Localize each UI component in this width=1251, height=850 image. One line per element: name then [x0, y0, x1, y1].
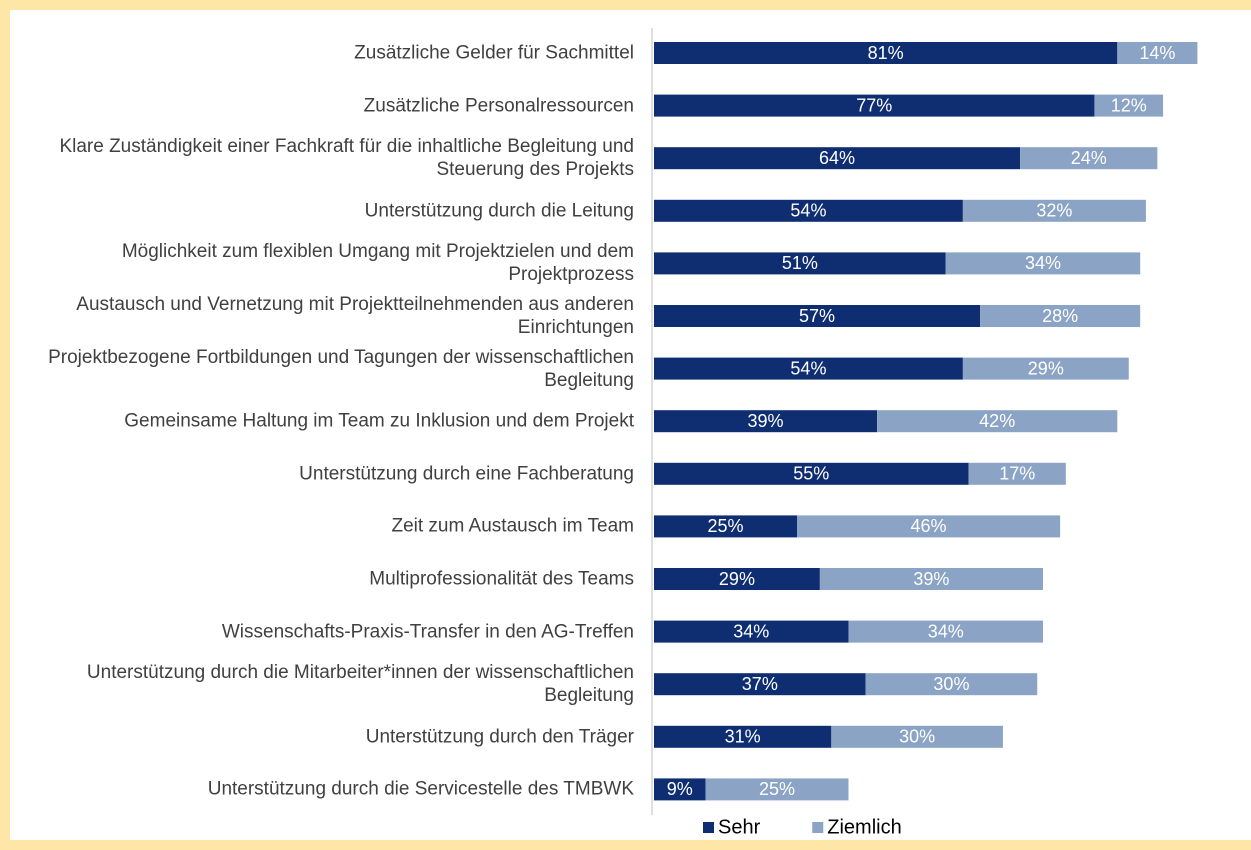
- category-label: Austausch und Vernetzung mit Projektteil…: [76, 294, 634, 338]
- bar-segment: [945, 252, 1141, 275]
- bar-segment: [831, 725, 1003, 748]
- value-label: 54%: [790, 201, 826, 221]
- bar-segment: [1117, 42, 1198, 64]
- value-label: 51%: [782, 253, 818, 273]
- bar-segment: [654, 357, 963, 380]
- bar-segment: [654, 620, 849, 643]
- bar-segment: [654, 568, 820, 590]
- value-label: 77%: [856, 95, 892, 115]
- category-label: Unterstützung durch die Leitung: [364, 200, 634, 222]
- category-label: Zusätzliche Personalressourcen: [363, 95, 634, 117]
- bar-segment: [654, 725, 832, 748]
- value-label: 81%: [868, 43, 904, 63]
- legend-label: Ziemlich: [827, 816, 901, 838]
- category-label: Unterstützung durch die Servicestelle de…: [207, 778, 634, 800]
- bar-segment: [654, 199, 963, 222]
- bar-segment: [654, 778, 706, 801]
- bar-segment: [797, 515, 1061, 538]
- bar-segment: [962, 199, 1146, 222]
- value-label: 55%: [793, 464, 829, 484]
- value-label: 24%: [1071, 148, 1107, 168]
- value-label: 29%: [719, 569, 755, 589]
- bar-segment: [865, 673, 1038, 696]
- bar-segment: [705, 778, 849, 801]
- bar-segment: [654, 94, 1095, 117]
- category-label: Projektbezogene Fortbildungen und Tagung…: [48, 346, 634, 391]
- value-label: 34%: [1025, 253, 1061, 273]
- bar-segment: [654, 252, 946, 275]
- bar-segment: [962, 357, 1129, 380]
- value-label: 14%: [1139, 43, 1175, 63]
- legend-swatch: [812, 822, 824, 833]
- value-label: 30%: [933, 674, 969, 694]
- category-label: Zeit zum Austausch im Team: [391, 515, 634, 537]
- value-label: 29%: [1028, 358, 1064, 378]
- category-label: Multiprofessionalität des Teams: [369, 568, 634, 590]
- value-label: 17%: [999, 464, 1035, 484]
- bar-segment: [1020, 147, 1158, 170]
- value-label: 54%: [790, 358, 826, 378]
- value-label: 37%: [742, 674, 778, 694]
- value-label: 57%: [799, 306, 835, 326]
- value-label: 39%: [748, 411, 784, 431]
- value-label: 34%: [928, 621, 964, 641]
- bar-segment: [654, 147, 1021, 170]
- value-label: 25%: [759, 779, 795, 799]
- value-label: 28%: [1042, 306, 1078, 326]
- value-label: 9%: [667, 779, 693, 799]
- category-label: Unterstützung durch die Mitarbeiter*inne…: [86, 662, 634, 707]
- bar-segment: [1094, 94, 1164, 117]
- value-label: 64%: [819, 148, 855, 168]
- legend-label: Sehr: [718, 816, 761, 838]
- category-label: Wissenschafts-Praxis-Transfer in den AG-…: [221, 621, 634, 643]
- legend-swatch: [703, 822, 714, 833]
- bar-segment: [654, 305, 981, 327]
- value-label: 12%: [1111, 95, 1147, 115]
- value-label: 25%: [707, 516, 743, 536]
- bar-segment: [654, 42, 1118, 64]
- bar-segment: [654, 410, 878, 433]
- category-label: Möglichkeit zum flexiblen Umgang mit Pro…: [121, 241, 634, 286]
- value-label: 31%: [725, 727, 761, 747]
- category-label: Klare Zuständigkeit einer Fachkraft für …: [59, 136, 634, 181]
- value-label: 42%: [979, 411, 1015, 431]
- value-label: 34%: [733, 621, 769, 641]
- bar-segment: [848, 620, 1043, 643]
- bar-segment: [654, 462, 969, 485]
- bar-segment: [654, 515, 797, 538]
- category-label: Unterstützung durch eine Fachberatung: [299, 463, 634, 485]
- category-label: Zusätzliche Gelder für Sachmittel: [354, 42, 634, 64]
- bar-segment: [980, 305, 1141, 327]
- value-label: 30%: [899, 727, 935, 747]
- value-label: 39%: [913, 569, 949, 589]
- bar-segment: [654, 673, 866, 696]
- value-label: 46%: [911, 516, 947, 536]
- bar-segment: [968, 462, 1066, 485]
- bar-segment: [819, 568, 1043, 590]
- value-label: 32%: [1036, 201, 1072, 221]
- category-label: Gemeinsame Haltung im Team zu Inklusion …: [124, 410, 634, 432]
- category-label: Unterstützung durch den Träger: [365, 726, 634, 748]
- bar-segment: [877, 410, 1118, 433]
